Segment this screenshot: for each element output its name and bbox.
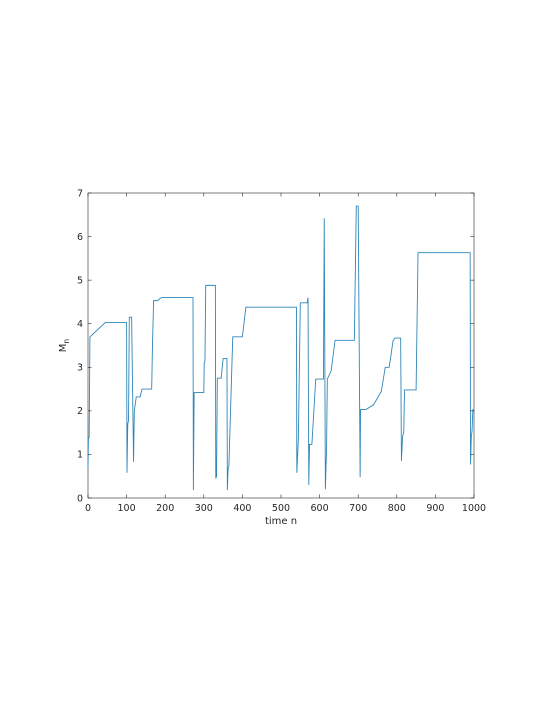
data-layer [87,205,474,491]
x-tick-label-4: 400 [233,503,251,514]
y-tick-label-6: 6 [77,232,83,243]
x-tick-label-7: 700 [349,503,367,514]
x-axis-ticks: 0 100 200 300 400 500 600 700 800 900 1000 [85,193,486,514]
plot-area: 0 100 200 300 400 500 600 700 800 900 1000 0 1 2 3 4 5 6… [77,188,486,514]
y-tick-label-3: 3 [77,363,83,374]
x-tick-label-0: 0 [85,503,91,514]
x-tick-label-1: 100 [118,503,136,514]
x-tick-label-10: 1000 [462,503,486,514]
x-tick-label-2: 200 [156,503,174,514]
y-tick-label-4: 4 [77,319,83,330]
x-tick-label-9: 900 [426,503,444,514]
x-tick-label-8: 800 [388,503,406,514]
y-tick-label-0: 0 [77,493,83,504]
y-axis-label-main: M [58,344,69,353]
svg-text:Mn: Mn [58,339,71,353]
y-tick-label-1: 1 [77,450,83,461]
y-tick-label-5: 5 [77,275,83,286]
y-axis-label-sub: n [62,339,71,344]
x-tick-label-5: 500 [272,503,290,514]
y-axis-label: Mn [58,339,71,353]
y-tick-label-2: 2 [77,406,83,417]
series-line-0 [87,205,474,491]
y-tick-label-7: 7 [77,188,83,199]
y-axis-ticks: 0 1 2 3 4 5 6 7 [77,188,474,504]
x-tick-label-6: 600 [311,503,329,514]
x-tick-label-3: 300 [195,503,213,514]
x-axis-label: time n [265,516,297,527]
